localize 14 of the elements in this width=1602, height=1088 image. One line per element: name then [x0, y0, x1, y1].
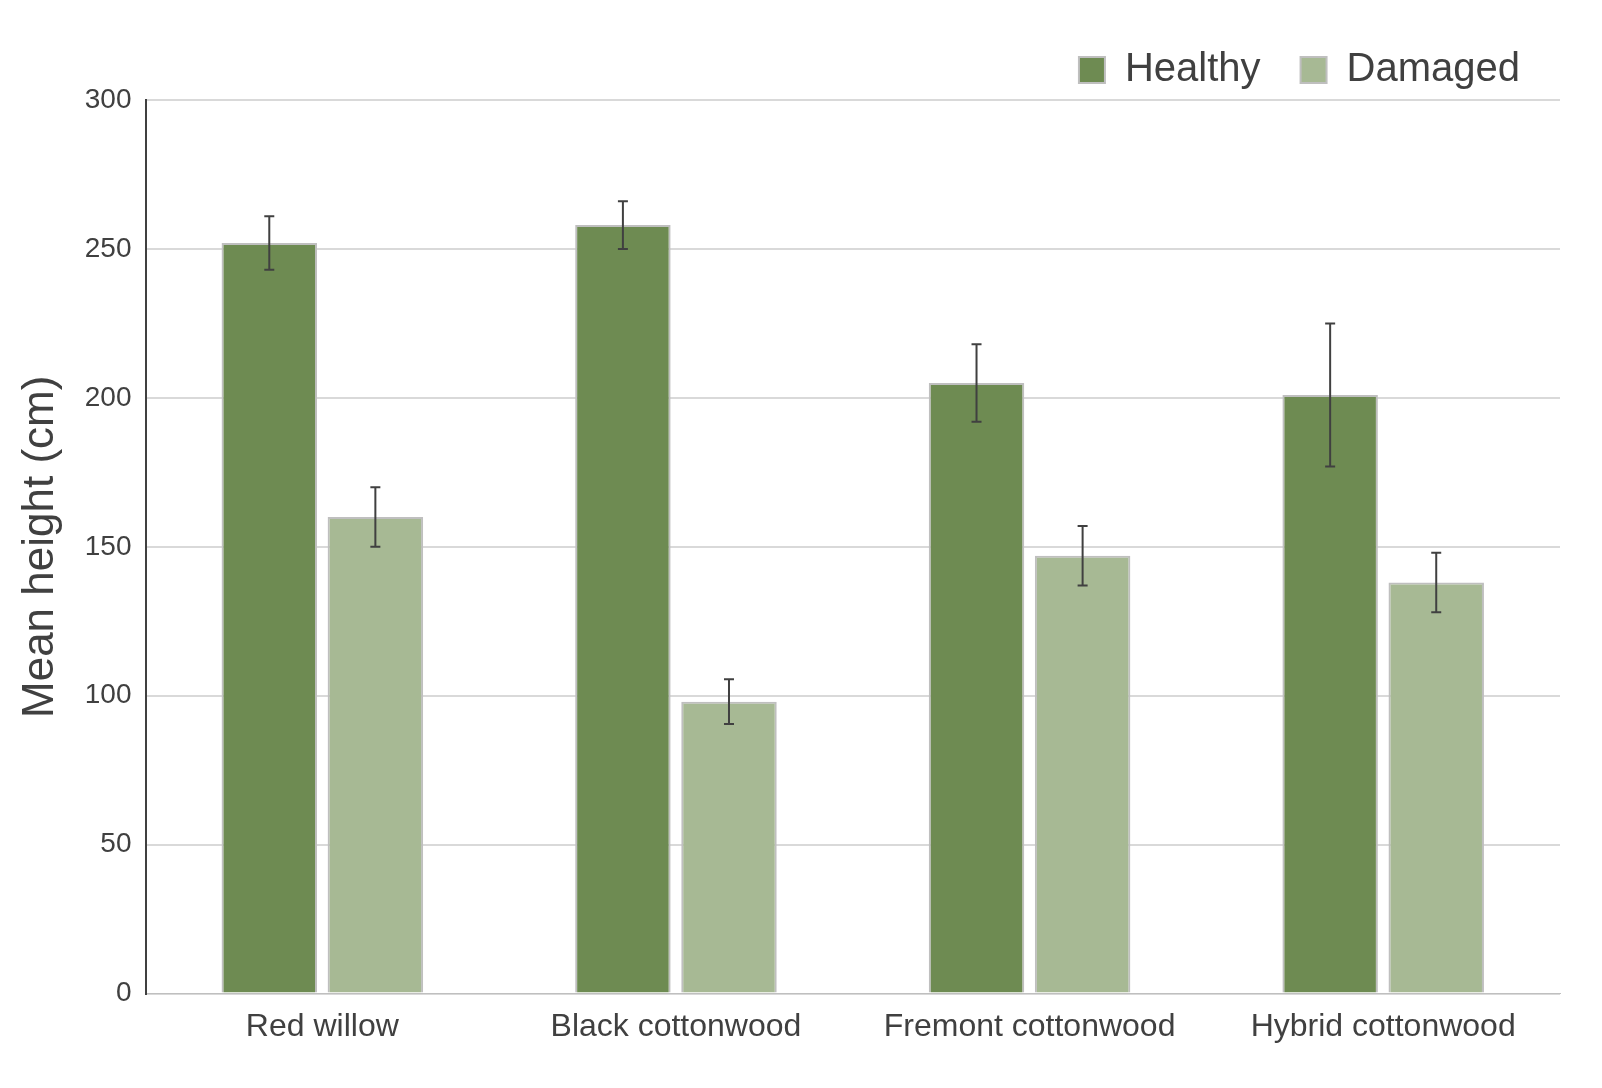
y-tick-label: 250 — [84, 231, 132, 263]
x-tick-label: Hybrid cottonwood — [1250, 1006, 1516, 1043]
x-tick-label: Fremont cottonwood — [883, 1006, 1176, 1043]
y-axis-title: Mean height (cm) — [12, 375, 62, 718]
y-tick-label: 150 — [84, 529, 132, 561]
y-tick-label: 50 — [100, 827, 132, 859]
x-tick-label: Black cottonwood — [550, 1006, 802, 1043]
x-tick-label: Red willow — [245, 1006, 400, 1043]
y-tick-label: 200 — [84, 380, 132, 412]
y-tick-label: 100 — [84, 678, 132, 710]
y-tick-label: 300 — [84, 82, 132, 114]
legend-label: Damaged — [1346, 45, 1520, 90]
y-tick-label: 0 — [115, 976, 132, 1008]
legend-label: Healthy — [1124, 45, 1261, 90]
